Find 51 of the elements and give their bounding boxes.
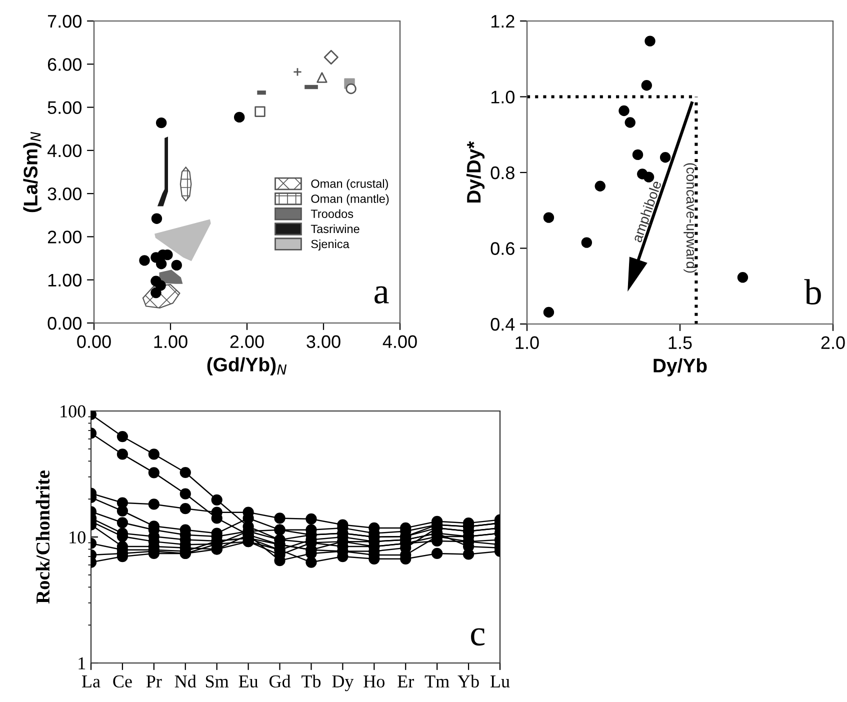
legend-label: Sjenica xyxy=(311,240,350,251)
x-axis-title: (Gd/Yb)$_{N}$ xyxy=(207,357,287,376)
legend-label: Tasriwine xyxy=(310,224,360,234)
y-tick-label: 1.0 xyxy=(491,90,514,104)
y-tick-label: 1.00 xyxy=(48,274,82,287)
annotation: b xyxy=(804,279,821,305)
y-tick-label: 0.4 xyxy=(490,318,515,331)
annotation: c xyxy=(471,628,485,646)
y-tick-label: 3.00 xyxy=(48,188,82,200)
x-tick-label: 1.5 xyxy=(668,336,692,350)
x-tick-label: Sm xyxy=(206,675,229,688)
x-tick-label: Dy xyxy=(332,675,354,692)
x-tick-label: 1.0 xyxy=(516,336,539,350)
x-tick-label: Tb xyxy=(302,674,321,688)
x-axis-title: Dy/Yb xyxy=(654,358,707,376)
y-axis-title: (La/Sm)$_{N}$ xyxy=(23,132,42,212)
x-tick-label: Pr xyxy=(146,676,162,688)
y-tick-label: 0.8 xyxy=(490,166,514,180)
annotation: a xyxy=(374,286,389,304)
legend-label: Oman (crustal) xyxy=(311,179,388,190)
x-tick-label: Er xyxy=(398,676,414,688)
y-tick-label: 100 xyxy=(60,405,86,418)
x-tick-label: Yb xyxy=(458,674,479,688)
y-tick-label: 0.6 xyxy=(490,242,514,255)
x-tick-label: Gd xyxy=(269,674,291,688)
y-tick-label: 0.00 xyxy=(48,316,82,330)
x-tick-label: 4.00 xyxy=(382,335,417,348)
x-tick-label: La xyxy=(82,676,100,688)
y-tick-label: 10 xyxy=(70,531,86,544)
x-tick-label: Tm xyxy=(424,676,450,688)
x-tick-label: 2.0 xyxy=(821,336,845,350)
x-tick-label: Ce xyxy=(113,675,132,688)
y-tick-label: 7.00 xyxy=(48,14,82,28)
y-tick-label: 1 xyxy=(78,657,86,670)
y-axis-title: Rock/Chondrite xyxy=(36,470,50,604)
y-tick-label: 5.00 xyxy=(48,101,82,114)
x-tick-label: Lu xyxy=(490,676,510,688)
y-tick-label: 2.00 xyxy=(48,230,82,244)
legend-label: Oman (mantle) xyxy=(311,194,389,206)
x-tick-label: Ho xyxy=(364,676,384,688)
x-tick-label: Eu xyxy=(238,676,258,688)
y-tick-label: 4.00 xyxy=(47,144,82,158)
legend-label: Troodos xyxy=(310,209,354,218)
x-tick-label: 2.00 xyxy=(230,335,264,348)
y-axis-title: Dy/Dy* xyxy=(466,141,485,203)
y-tick-label: 1.2 xyxy=(491,14,514,28)
x-tick-label: 1.00 xyxy=(154,335,188,348)
ref-line-label: (concave-upward) xyxy=(684,163,697,273)
x-tick-label: Nd xyxy=(174,674,196,688)
y-tick-label: 6.00 xyxy=(48,58,82,71)
x-tick-label: 3.00 xyxy=(306,335,340,348)
